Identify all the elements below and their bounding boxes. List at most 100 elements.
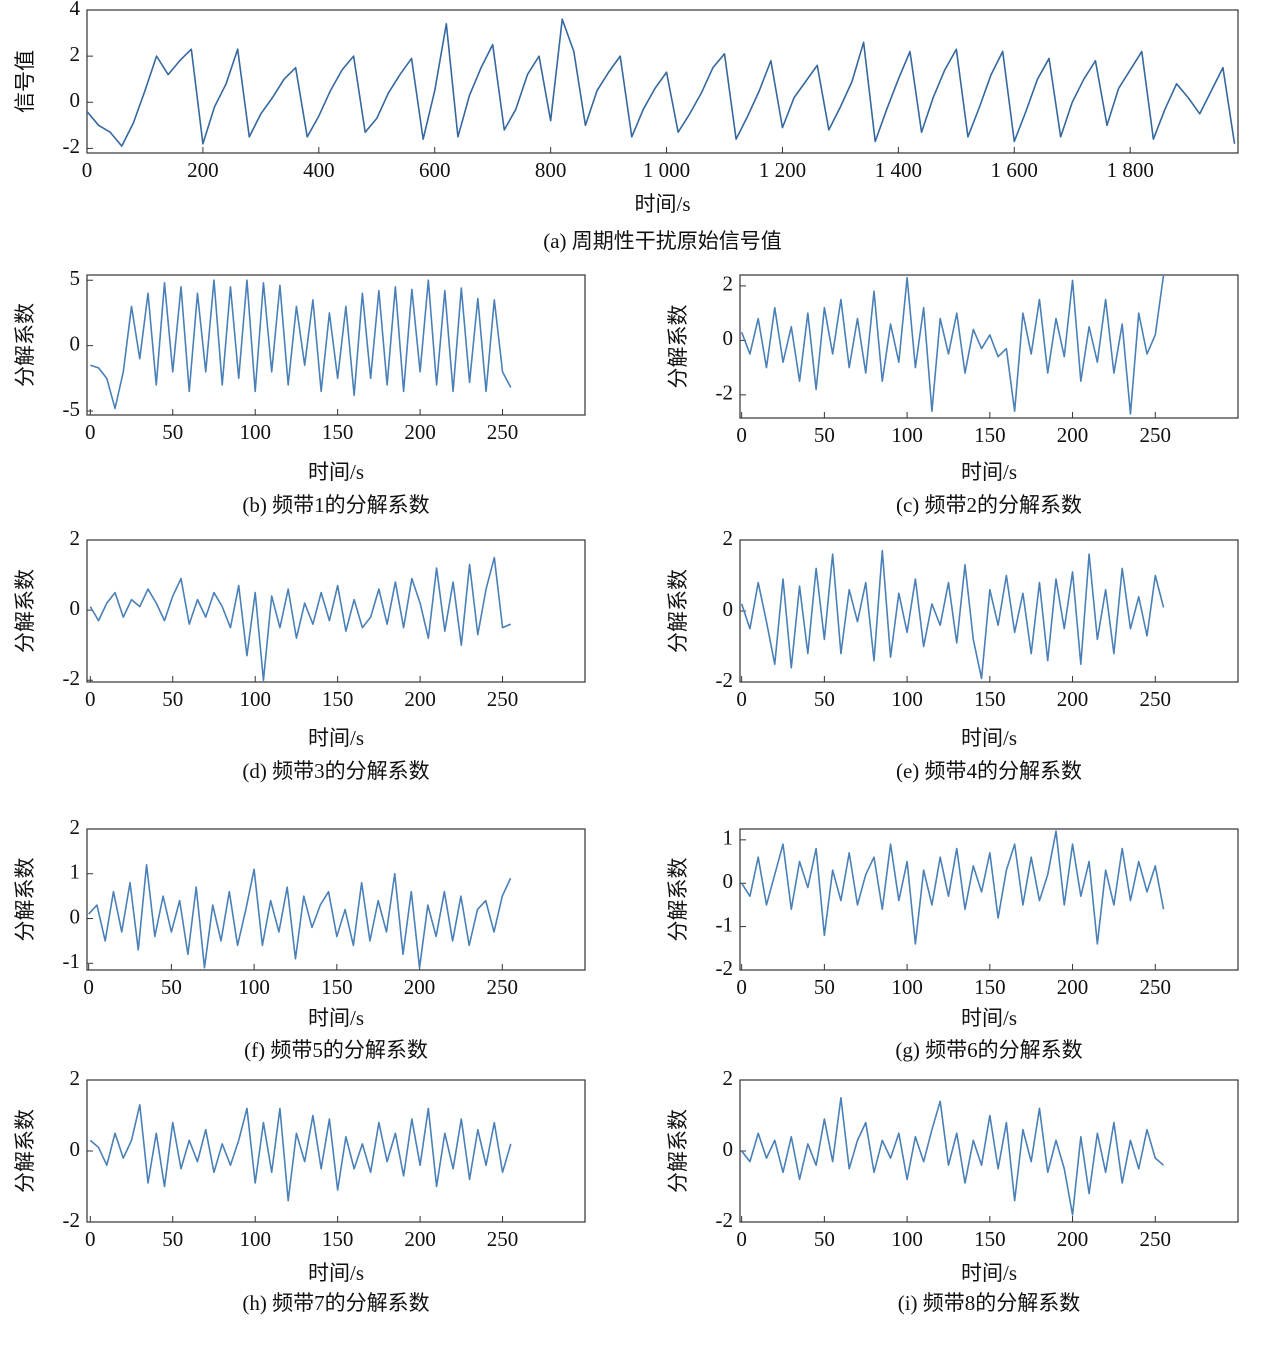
plot-frame — [739, 828, 1239, 971]
y-tick-label: 0 — [70, 596, 81, 620]
y-tick-label: 2 — [723, 272, 734, 296]
y-tick-label: 2 — [70, 815, 81, 839]
x-tick-label: 50 — [161, 975, 182, 999]
y-axis-label: 分解系数 — [666, 858, 690, 942]
x-tick-label: 250 — [487, 687, 519, 711]
caption: (c) 频带2的分解系数 — [896, 493, 1082, 517]
y-axis-label: 分解系数 — [666, 569, 690, 653]
x-tick-label: 100 — [891, 687, 923, 711]
x-tick-label: 100 — [891, 975, 923, 999]
x-tick-label: 250 — [1140, 1227, 1172, 1251]
y-tick-label: -2 — [716, 668, 734, 692]
signal-line — [740, 549, 1165, 680]
x-tick-label: 250 — [1140, 423, 1172, 447]
signal-line — [90, 279, 512, 410]
x-tick-label: 0 — [85, 687, 96, 711]
x-tick-label: 250 — [487, 1227, 519, 1251]
x-tick-label: 800 — [535, 158, 567, 182]
caption: (a) 周期性干扰原始信号值 — [543, 229, 782, 253]
y-tick-label: 2 — [70, 526, 81, 550]
y-tick-label: -2 — [716, 1208, 734, 1232]
x-tick-label: 100 — [891, 1227, 923, 1251]
x-axis-label: 时间/s — [308, 1006, 364, 1030]
x-tick-label: 200 — [404, 687, 436, 711]
y-tick-label: 0 — [70, 1137, 81, 1161]
x-tick-label: 50 — [814, 975, 835, 999]
plot-frame — [86, 828, 586, 971]
signal-line — [86, 18, 1236, 147]
y-tick-label: 0 — [70, 331, 81, 355]
x-tick-label: 0 — [82, 158, 93, 182]
x-tick-label: 200 — [404, 1227, 436, 1251]
y-tick-label: 0 — [723, 597, 734, 621]
y-tick-label: -5 — [63, 397, 81, 421]
x-tick-label: 100 — [239, 420, 271, 444]
y-tick-label: 4 — [70, 0, 81, 20]
x-tick-label: 200 — [1057, 423, 1089, 447]
y-tick-label: -2 — [63, 666, 81, 690]
x-tick-label: 150 — [321, 975, 353, 999]
y-tick-label: 2 — [723, 526, 734, 550]
x-axis-label: 时间/s — [961, 1006, 1017, 1030]
x-tick-label: 0 — [85, 1227, 96, 1251]
x-tick-label: 150 — [322, 1227, 354, 1251]
x-axis-label: 时间/s — [961, 726, 1017, 750]
signal-line — [88, 864, 512, 969]
caption: (g) 频带6的分解系数 — [895, 1038, 1082, 1062]
y-tick-label: -2 — [63, 1208, 81, 1232]
x-tick-label: 1 400 — [875, 158, 922, 182]
y-tick-label: -2 — [63, 134, 81, 158]
y-tick-label: 1 — [70, 860, 81, 884]
x-tick-label: 150 — [974, 687, 1006, 711]
signal-line — [89, 1104, 512, 1202]
y-tick-label: -2 — [716, 956, 734, 980]
caption: (i) 频带8的分解系数 — [898, 1291, 1081, 1315]
y-axis-label: 分解系数 — [13, 858, 37, 942]
caption: (f) 频带5的分解系数 — [244, 1038, 428, 1062]
caption: (e) 频带4的分解系数 — [896, 759, 1082, 783]
x-tick-label: 600 — [419, 158, 451, 182]
x-tick-label: 200 — [187, 158, 219, 182]
x-tick-label: 200 — [404, 975, 436, 999]
x-tick-label: 50 — [162, 420, 183, 444]
plot-frame — [86, 1079, 586, 1223]
y-tick-label: 1 — [723, 826, 734, 850]
x-tick-label: 100 — [891, 423, 923, 447]
y-axis-label: 分解系数 — [666, 1109, 690, 1193]
x-tick-label: 250 — [487, 420, 519, 444]
x-tick-label: 150 — [322, 420, 354, 444]
x-axis-label: 时间/s — [634, 192, 690, 216]
signal-line — [740, 274, 1165, 415]
plot-frame — [739, 539, 1239, 683]
x-tick-label: 50 — [814, 423, 835, 447]
x-axis-label: 时间/s — [308, 726, 364, 750]
plot-frame — [86, 539, 586, 683]
x-tick-label: 1 800 — [1107, 158, 1154, 182]
y-axis-label: 分解系数 — [13, 1109, 37, 1193]
x-tick-label: 150 — [974, 423, 1006, 447]
x-axis-label: 时间/s — [961, 460, 1017, 484]
y-tick-label: 2 — [70, 42, 81, 66]
y-tick-label: -2 — [716, 381, 734, 405]
x-tick-label: 250 — [1140, 687, 1172, 711]
y-tick-label: 0 — [70, 88, 81, 112]
x-axis-label: 时间/s — [308, 1261, 364, 1285]
y-axis-label: 分解系数 — [666, 305, 690, 389]
signal-line — [89, 556, 512, 682]
x-tick-label: 50 — [162, 687, 183, 711]
caption: (h) 频带7的分解系数 — [242, 1291, 429, 1315]
signal-line — [740, 830, 1165, 945]
caption: (b) 频带1的分解系数 — [242, 493, 429, 517]
caption: (d) 频带3的分解系数 — [242, 759, 429, 783]
y-tick-label: -1 — [716, 912, 734, 936]
x-axis-label: 时间/s — [308, 460, 364, 484]
x-tick-label: 200 — [1057, 1227, 1089, 1251]
x-tick-label: 100 — [239, 1227, 271, 1251]
x-tick-label: 50 — [162, 1227, 183, 1251]
x-tick-label: 0 — [736, 687, 747, 711]
y-axis-label: 分解系数 — [13, 303, 37, 387]
x-tick-label: 1 600 — [991, 158, 1038, 182]
y-tick-label: 2 — [70, 1066, 81, 1090]
